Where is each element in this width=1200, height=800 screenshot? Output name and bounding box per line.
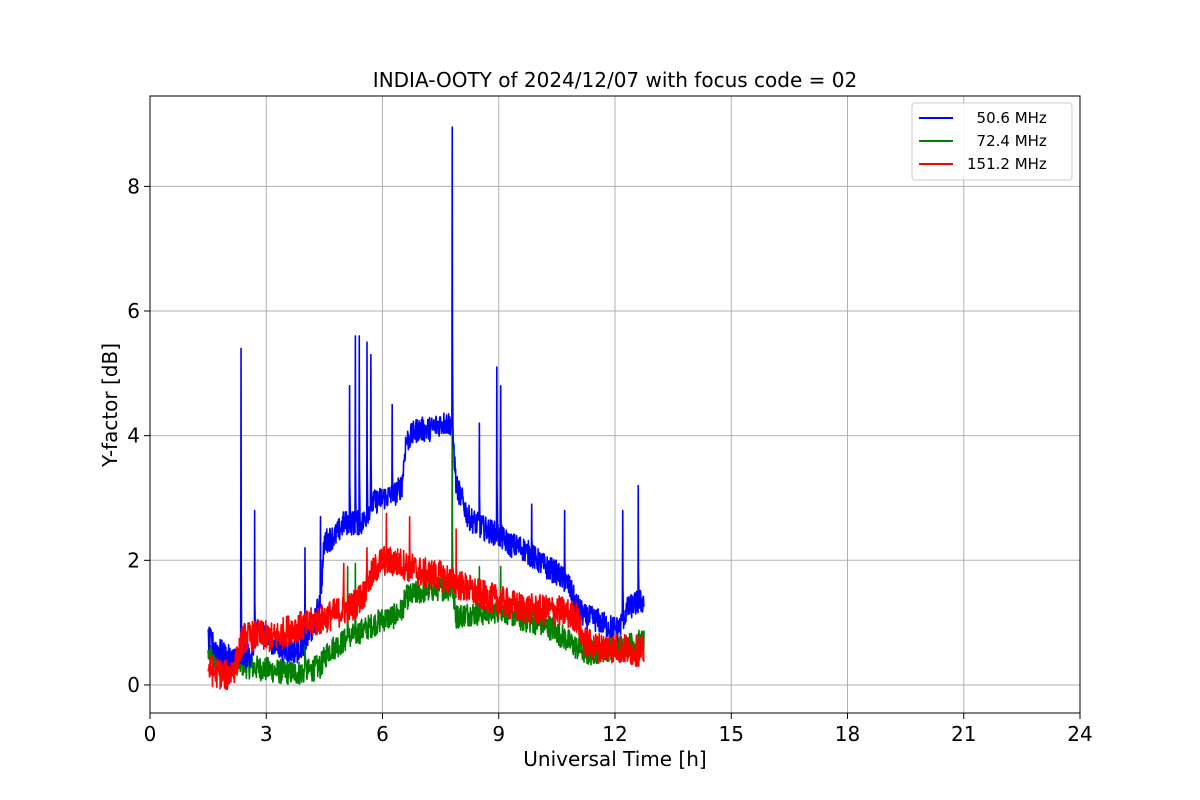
y-axis-label: Y-factor [dB] — [98, 343, 122, 468]
x-axis-label: Universal Time [h] — [523, 747, 706, 771]
legend-label: 50.6 MHz — [967, 109, 1047, 127]
plot-area — [207, 126, 645, 691]
x-tick-label: 21 — [951, 722, 976, 746]
y-tick-label: 0 — [127, 673, 140, 697]
y-tick-label: 2 — [127, 548, 140, 572]
series-line-0 — [207, 126, 645, 673]
y-tick-label: 4 — [127, 424, 140, 448]
legend-label: 151.2 MHz — [967, 155, 1047, 173]
y-tick-label: 6 — [127, 299, 140, 323]
x-tick-label: 0 — [144, 722, 157, 746]
x-tick-label: 12 — [602, 722, 627, 746]
legend: 50.6 MHz 72.4 MHz 151.2 MHz — [911, 102, 1073, 181]
x-tick-label: 3 — [260, 722, 273, 746]
y-tick-label: 8 — [127, 174, 140, 198]
x-tick-label: 24 — [1067, 722, 1092, 746]
legend-label: 72.4 MHz — [967, 132, 1047, 150]
chart-title: INDIA-OOTY of 2024/12/07 with focus code… — [373, 68, 857, 92]
x-tick-label: 18 — [835, 722, 860, 746]
x-tick-label: 6 — [376, 722, 389, 746]
x-axis: 0 3 6 9 12 15 18 21 24 — [144, 713, 1093, 746]
x-tick-label: 9 — [492, 722, 505, 746]
y-axis: 0 2 4 6 8 — [127, 174, 150, 697]
series-line-2 — [207, 512, 645, 691]
x-tick-label: 15 — [719, 722, 744, 746]
legend-box — [911, 102, 1073, 181]
